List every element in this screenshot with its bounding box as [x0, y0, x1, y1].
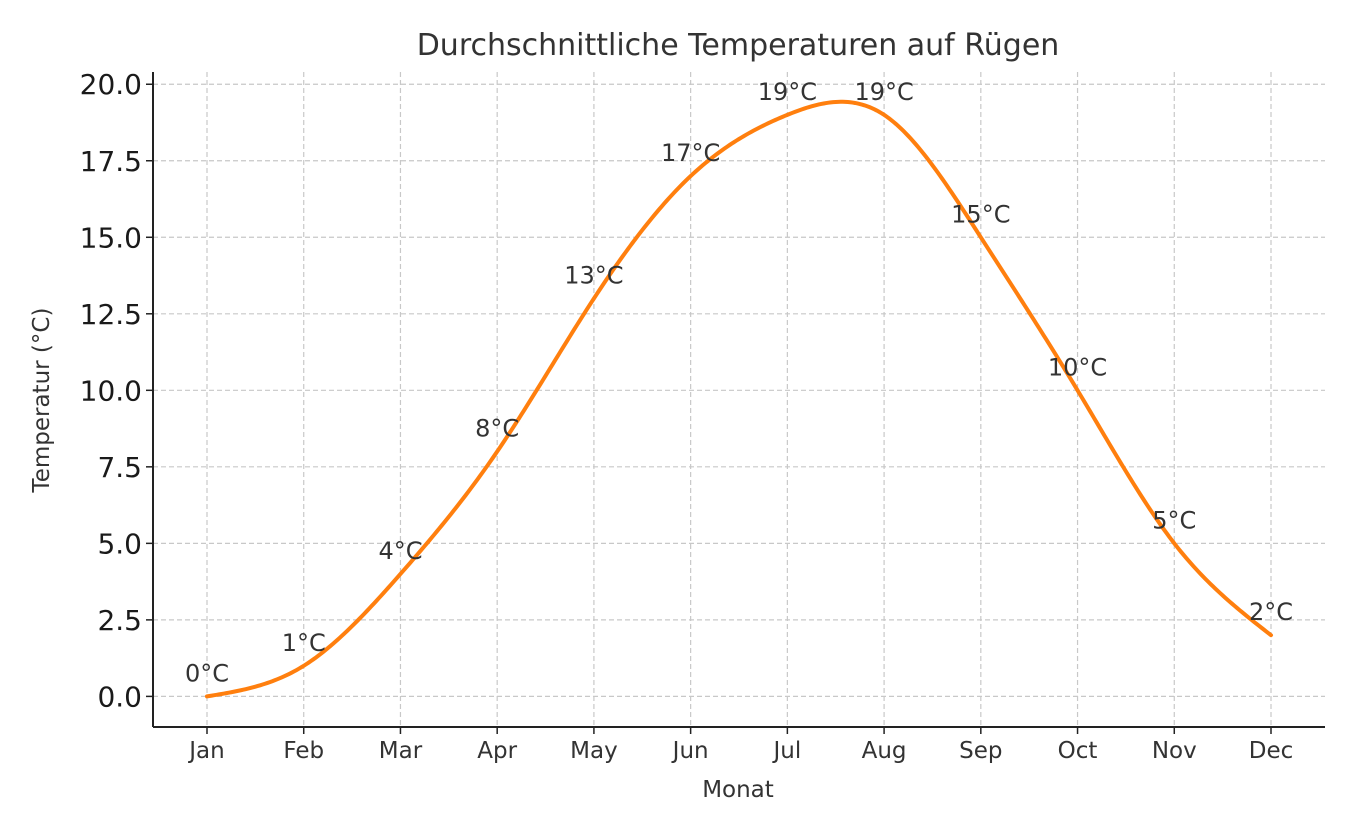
data-labels: 0°C 1°C 4°C 8°C 13°C 17°C 19°C 19°C 15°C 10°C 5°C 2… — [185, 78, 1293, 688]
y-tick-label: 15.0 — [80, 221, 142, 254]
data-label: 8°C — [475, 415, 519, 443]
series-line — [205, 99, 1273, 699]
series-temperature — [205, 99, 1273, 699]
data-label: 4°C — [378, 537, 422, 565]
grid-lines — [153, 72, 1325, 727]
data-label: 13°C — [564, 261, 623, 289]
y-tick-label: 2.5 — [97, 604, 142, 637]
y-tick-label: 17.5 — [80, 145, 142, 178]
y-tick-label: 0.0 — [97, 680, 142, 713]
x-tick-label: Feb — [283, 738, 324, 764]
data-label: 2°C — [1249, 598, 1293, 626]
x-ticks: Jan Feb Mar Apr May Jun Jul Aug Sep Oct Nov Dec — [187, 727, 1293, 764]
x-tick-label: Jan — [187, 738, 224, 764]
y-tick-label: 12.5 — [80, 298, 142, 331]
x-tick-label: Sep — [959, 738, 1002, 764]
data-label: 0°C — [185, 659, 229, 687]
y-axis-label: Temperatur (°C) — [29, 308, 55, 494]
x-axis-label: Monat — [702, 777, 774, 803]
data-label: 19°C — [758, 78, 817, 106]
y-tick-label: 10.0 — [80, 374, 142, 407]
y-ticks: 0.0 2.5 5.0 7.5 10.0 12.5 15.0 17.5 20.0 — [80, 68, 153, 713]
x-tick-label: May — [570, 738, 618, 764]
y-tick-label: 7.5 — [97, 451, 142, 484]
data-label: 5°C — [1152, 506, 1196, 534]
x-tick-label: Nov — [1152, 738, 1197, 764]
x-tick-label: Apr — [477, 738, 517, 764]
x-tick-label: Oct — [1058, 738, 1098, 764]
x-tick-label: Aug — [862, 738, 907, 764]
axes — [152, 72, 1325, 728]
x-tick-label: Jun — [671, 738, 709, 764]
chart-title: Durchschnittliche Temperaturen auf Rügen — [417, 28, 1060, 63]
y-tick-label: 5.0 — [97, 527, 142, 560]
x-tick-label: Mar — [379, 738, 423, 764]
data-label: 1°C — [282, 629, 326, 657]
data-label: 10°C — [1048, 353, 1107, 381]
data-label: 17°C — [661, 139, 720, 167]
data-label: 15°C — [951, 200, 1010, 228]
x-tick-label: Jul — [771, 738, 801, 764]
x-tick-label: Dec — [1249, 738, 1294, 764]
y-tick-label: 20.0 — [80, 68, 142, 101]
data-label: 19°C — [854, 78, 913, 106]
